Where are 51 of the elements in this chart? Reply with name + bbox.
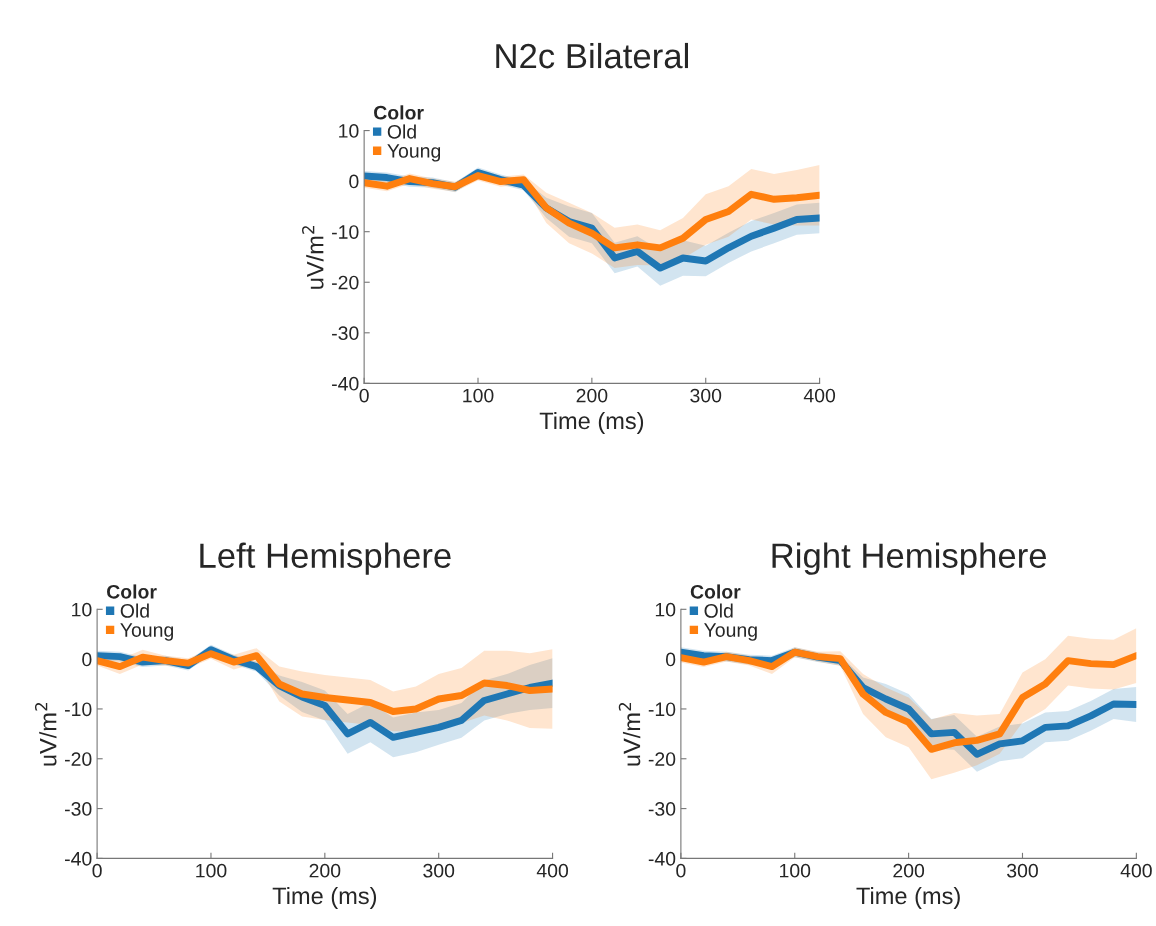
legend-title: Color bbox=[690, 584, 741, 599]
legend-title: Color bbox=[374, 105, 424, 120]
y-axis-title: uV/m$^{2}$ bbox=[618, 702, 641, 766]
x-tick-label: 300 bbox=[690, 388, 722, 403]
x-axis-title: Time (ms) bbox=[272, 886, 377, 909]
x-tick-label: 400 bbox=[1120, 863, 1152, 878]
y-tick-label: -30 bbox=[65, 802, 92, 816]
legend-label: Young bbox=[387, 144, 441, 162]
x-tick-label: 100 bbox=[463, 388, 494, 403]
y-tick-label: -40 bbox=[648, 851, 676, 866]
y-axis-title: uV/m$^{2}$ bbox=[302, 226, 324, 289]
x-axis-title: Time (ms) bbox=[856, 886, 960, 909]
x-tick-label: 400 bbox=[536, 863, 569, 878]
y-tick-label: 0 bbox=[349, 174, 359, 189]
chart-title: Right Hemisphere bbox=[772, 542, 1047, 575]
y-tick-label: -10 bbox=[648, 702, 676, 717]
y-tick-label: 0 bbox=[82, 652, 92, 667]
x-tick-label: 400 bbox=[803, 388, 836, 403]
y-tick-label: -30 bbox=[648, 802, 676, 816]
y-tick-label: 10 bbox=[72, 602, 92, 617]
x-tick-label: 200 bbox=[309, 863, 341, 878]
y-tick-label: -40 bbox=[332, 376, 359, 391]
legend-label: Old bbox=[120, 603, 149, 618]
x-tick-label: 100 bbox=[196, 863, 227, 878]
y-tick-label: 10 bbox=[339, 124, 359, 138]
y-tick-label: -20 bbox=[65, 752, 92, 766]
y-tick-label: -20 bbox=[332, 275, 359, 290]
x-tick-label: 300 bbox=[423, 863, 455, 878]
y-axis-title: uV/m$^{2}$ bbox=[34, 702, 57, 766]
x-tick-label: 100 bbox=[780, 863, 811, 878]
x-tick-label: 0 bbox=[676, 863, 686, 878]
x-tick-label: 0 bbox=[92, 863, 102, 878]
legend-label: Young bbox=[704, 623, 757, 641]
y-tick-label: -40 bbox=[65, 851, 92, 866]
chart-title: Left Hemisphere bbox=[200, 542, 451, 575]
y-tick-label: 0 bbox=[665, 652, 676, 667]
legend-label: Old bbox=[387, 124, 416, 139]
y-tick-label: -30 bbox=[332, 326, 359, 341]
legend-title: Color bbox=[107, 584, 157, 599]
x-axis-title: Time (ms) bbox=[539, 411, 644, 434]
chart-title: N2c Bilateral bbox=[496, 42, 688, 69]
x-tick-label: 200 bbox=[576, 388, 608, 403]
x-tick-label: 300 bbox=[1007, 863, 1038, 878]
y-tick-label: -10 bbox=[332, 225, 359, 239]
x-tick-label: 200 bbox=[893, 863, 925, 878]
x-tick-label: 0 bbox=[359, 388, 369, 403]
legend-label: Young bbox=[120, 623, 174, 641]
y-tick-label: -10 bbox=[65, 702, 92, 717]
legend-label: Old bbox=[704, 603, 733, 618]
y-tick-label: -20 bbox=[648, 752, 676, 766]
y-tick-label: 10 bbox=[655, 602, 676, 617]
